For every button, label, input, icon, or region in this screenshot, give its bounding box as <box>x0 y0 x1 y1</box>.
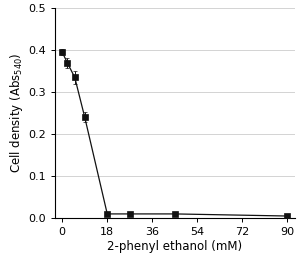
X-axis label: 2-phenyl ethanol (mM): 2-phenyl ethanol (mM) <box>107 240 242 253</box>
Y-axis label: Cell density (Abs$_{540}$): Cell density (Abs$_{540}$) <box>8 53 25 173</box>
